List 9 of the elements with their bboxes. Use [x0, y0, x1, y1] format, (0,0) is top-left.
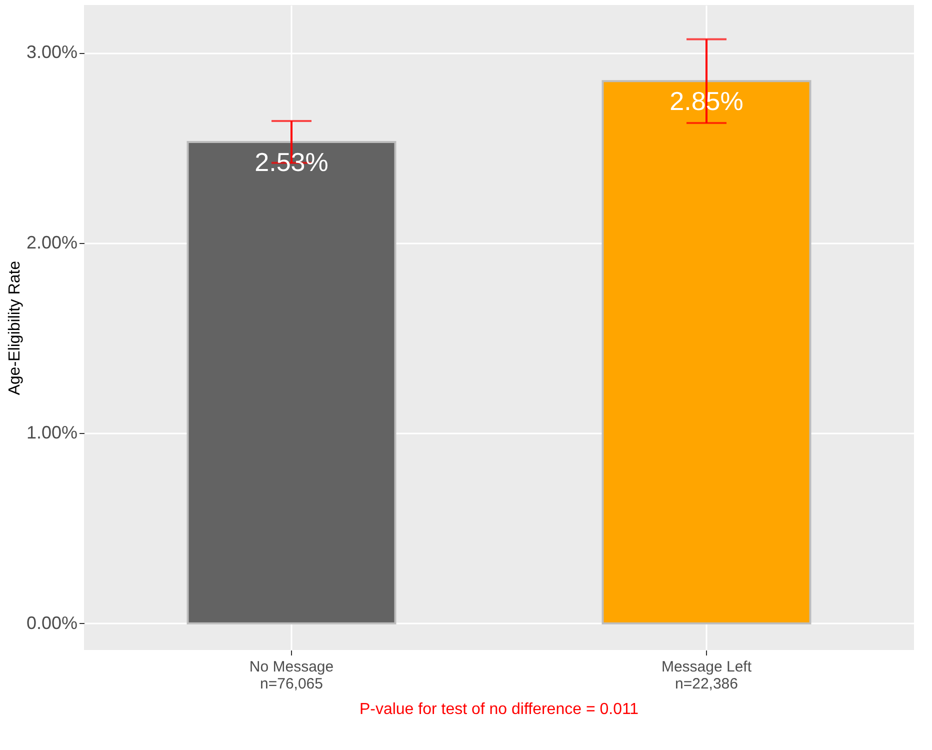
- data-label: 2.53%: [254, 146, 328, 177]
- y-tick-label: 1.00%: [26, 422, 78, 443]
- text: P-value for test of no difference = 0.011: [359, 701, 639, 718]
- y-axis-title: Age-Eligibility Rate: [6, 260, 24, 396]
- y-tick-label: 3.00%: [26, 42, 78, 62]
- y-tick-label: 0.00%: [26, 612, 78, 633]
- y-tick-label: 2.00%: [26, 232, 78, 252]
- x-tick-label: No Message n=76,065: [249, 658, 334, 692]
- x-tick-label: Message Left n=22,386: [661, 658, 752, 692]
